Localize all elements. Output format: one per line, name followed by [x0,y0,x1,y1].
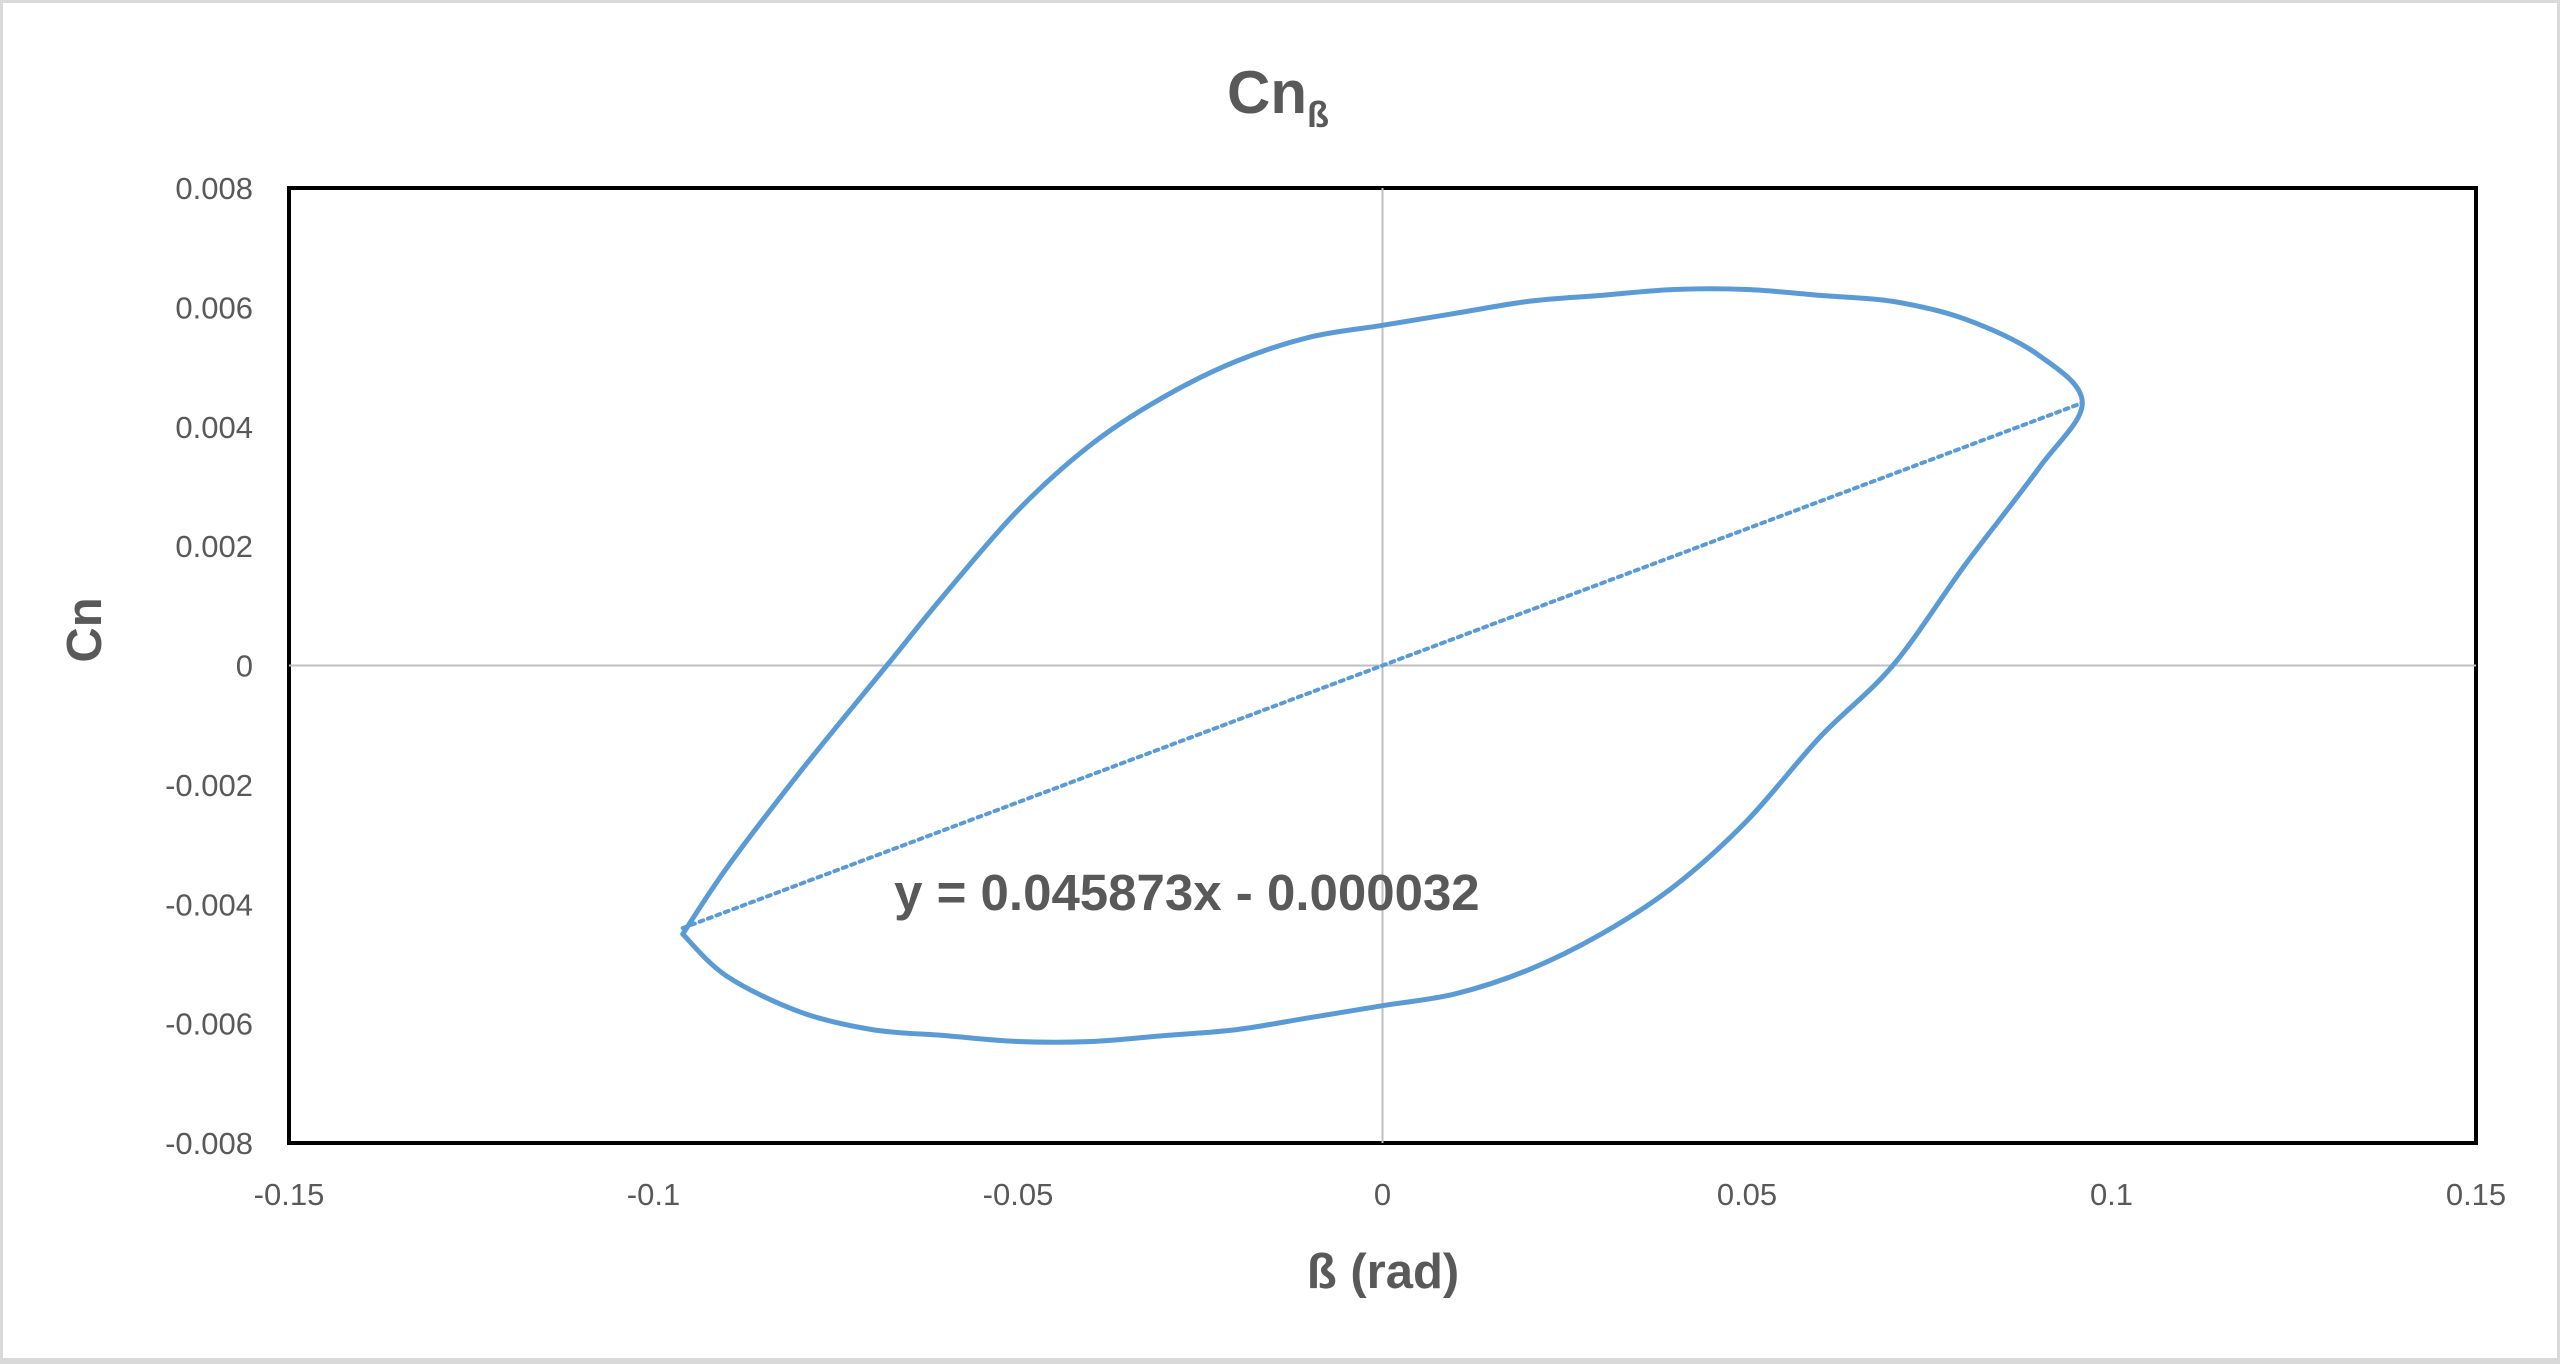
chart-svg: 0.008 0.006 0.004 0.002 0 -0.002 -0.004 -0.006 -… [58,59,2507,1299]
y-tick-label: 0.006 [175,290,253,325]
y-tick-labels: 0.008 0.006 0.004 0.002 0 -0.002 -0.004 -0.006 -… [165,171,253,1161]
chart-title-main: Cn [1227,59,1307,126]
series-layer [680,286,2085,1045]
x-tick-label: 0.05 [1717,1177,1777,1212]
y-tick-label: 0.004 [175,410,253,445]
x-tick-label: -0.15 [254,1177,325,1212]
x-tick-label: 0.15 [2446,1177,2506,1212]
y-tick-label: -0.008 [165,1126,253,1161]
y-tick-label: -0.004 [165,887,253,922]
trendline [680,400,2085,931]
y-axis-title: Cn [58,597,112,662]
trendline-equation: y = 0.045873x - 0.000032 [894,864,1480,921]
x-tick-label: 0 [1374,1177,1391,1212]
x-axis-title: ß (rad) [1307,1245,1459,1299]
x-tick-label: 0.1 [2090,1177,2133,1212]
y-tick-label: -0.006 [165,1007,253,1042]
y-tick-label: 0.008 [175,171,253,206]
y-tick-label: 0.002 [175,529,253,564]
y-tick-label: -0.002 [165,768,253,803]
x-tick-label: -0.05 [983,1177,1054,1212]
chart-title: Cnß [1227,59,1329,135]
x-tick-label: -0.1 [627,1177,680,1212]
y-tick-label: 0 [236,649,253,684]
chart-title-subscript: ß [1307,94,1329,135]
x-tick-labels: -0.15 -0.1 -0.05 0 0.05 0.1 0.15 [254,1177,2507,1212]
